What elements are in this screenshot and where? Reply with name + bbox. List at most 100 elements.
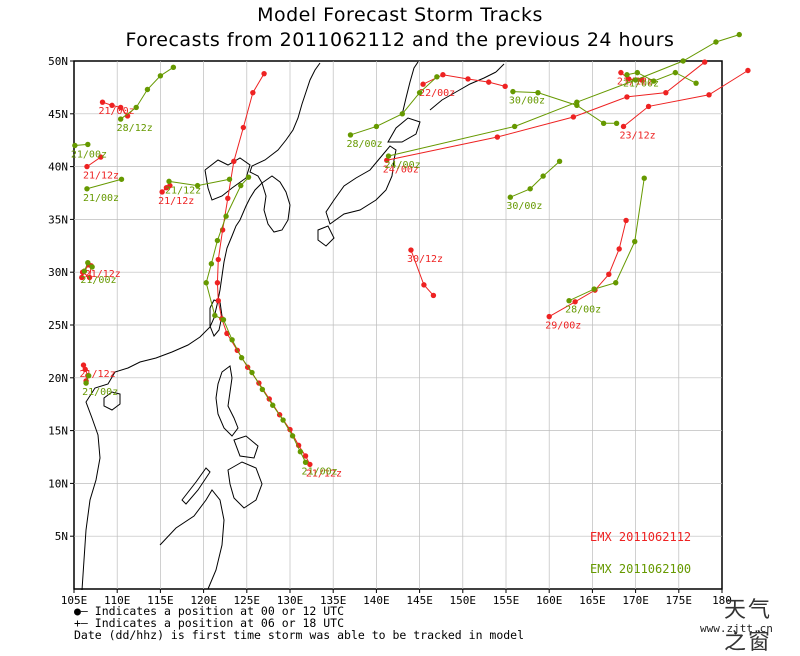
track-point bbox=[384, 157, 390, 163]
track-point bbox=[645, 103, 652, 110]
track-point bbox=[214, 280, 221, 286]
track-point bbox=[399, 111, 406, 117]
track-point bbox=[118, 176, 125, 182]
tick-label-lon: 150E bbox=[450, 594, 477, 607]
series-2: 21/00z30/00z28/00z28/00z24/00z30/00z21/0… bbox=[71, 31, 742, 477]
track-point bbox=[85, 259, 91, 266]
track-point bbox=[117, 104, 124, 111]
tick-label-lat: 20N bbox=[48, 372, 68, 385]
track-point bbox=[259, 386, 266, 393]
track-point bbox=[84, 186, 90, 192]
tick-label-lon: 145E bbox=[406, 594, 433, 607]
track-point bbox=[83, 380, 89, 386]
track-start-label: 21/00z bbox=[99, 106, 135, 117]
tick-label-lat: 40N bbox=[48, 161, 68, 174]
track-point bbox=[373, 123, 380, 130]
track-point bbox=[270, 402, 276, 408]
coastline-visayas bbox=[233, 435, 259, 459]
track-start-label: 30/00z bbox=[509, 96, 545, 107]
track-point bbox=[527, 186, 533, 192]
track-point bbox=[89, 264, 95, 270]
tick-label-lon: 180 bbox=[712, 594, 732, 607]
track-point bbox=[167, 182, 173, 189]
track-point bbox=[385, 153, 392, 159]
track-point bbox=[208, 261, 215, 267]
track-start-label: 30/12z bbox=[407, 254, 443, 265]
track-point bbox=[574, 102, 580, 109]
track-point bbox=[226, 176, 233, 182]
track-point bbox=[625, 76, 632, 82]
track-point bbox=[540, 173, 546, 179]
track-point bbox=[347, 132, 354, 138]
track-point bbox=[250, 89, 256, 96]
axis-ticks: 105E 110E 115E 120E 125E 130E 135E 140E 145E 150E… bbox=[48, 55, 732, 607]
track-point bbox=[212, 312, 218, 319]
track-point bbox=[680, 58, 686, 64]
track-point bbox=[546, 313, 552, 320]
tick-label-lat: 15N bbox=[48, 425, 68, 438]
track-start-label: 21/00z bbox=[302, 466, 338, 477]
track-point bbox=[632, 77, 639, 83]
tick-label-lon: 175E bbox=[666, 594, 693, 607]
track-point bbox=[302, 453, 309, 459]
tick-label-lon: 120E bbox=[190, 594, 217, 607]
track-point bbox=[624, 94, 630, 100]
chart-subtitle: Forecasts from 2011062112 and the previo… bbox=[125, 29, 675, 51]
track-point bbox=[616, 246, 622, 252]
track-point bbox=[663, 89, 669, 96]
track-point bbox=[157, 73, 164, 79]
track-point bbox=[144, 86, 151, 93]
tick-label-lat: 5N bbox=[55, 530, 68, 543]
track-start-label: 24/00z bbox=[383, 164, 419, 175]
track-point bbox=[606, 271, 612, 278]
track-line bbox=[102, 101, 128, 117]
track-point bbox=[225, 195, 231, 201]
track-point bbox=[620, 123, 627, 130]
track-point bbox=[736, 31, 742, 38]
coastlines bbox=[81, 61, 505, 591]
track-point bbox=[229, 337, 235, 343]
watermark-url: www.zjtt.cn bbox=[700, 622, 773, 635]
track-start-label: 21/12z bbox=[158, 196, 194, 207]
track-line bbox=[86, 178, 122, 190]
track-point bbox=[214, 237, 221, 244]
tick-label-lat: 25N bbox=[48, 319, 68, 332]
tick-label-lon: 140E bbox=[363, 594, 390, 607]
track-point bbox=[510, 88, 516, 95]
track-point bbox=[618, 69, 624, 76]
track-start-label: 28/12z bbox=[117, 123, 153, 134]
track-point bbox=[641, 175, 647, 181]
track-point bbox=[231, 158, 237, 165]
track-point bbox=[434, 74, 440, 80]
track-point bbox=[159, 189, 165, 195]
track-point bbox=[613, 280, 619, 286]
track-line bbox=[548, 220, 627, 317]
track-point bbox=[238, 182, 244, 189]
track-point bbox=[511, 123, 518, 130]
track-point bbox=[672, 69, 679, 76]
tick-label-lon: 165E bbox=[579, 594, 606, 607]
watermark-logo: 天气之窗 www.zjtt.cn bbox=[700, 592, 795, 655]
track-point bbox=[170, 64, 177, 71]
track-start-label: 21/00z bbox=[623, 79, 659, 90]
track-point bbox=[86, 274, 93, 281]
coastline-hainan bbox=[103, 391, 121, 411]
track-start-label: 21/12z bbox=[83, 171, 119, 182]
track-point bbox=[613, 120, 620, 127]
track-point bbox=[535, 89, 541, 96]
storm-tracks: 21/12z 30/12z 29/00z 24/00z 23/12z 22/00z 21/1… bbox=[71, 31, 751, 479]
track-point bbox=[624, 72, 630, 78]
track-start-label: 21/12z bbox=[165, 185, 201, 196]
tick-label-lon: 105E bbox=[61, 594, 88, 607]
track-point bbox=[79, 274, 85, 281]
track-point bbox=[215, 298, 221, 304]
track-point bbox=[72, 142, 78, 149]
track-start-label: 23/12z bbox=[620, 130, 656, 141]
track-line bbox=[216, 73, 311, 465]
track-point bbox=[109, 102, 115, 109]
track-point bbox=[420, 81, 426, 87]
grid-lines bbox=[74, 61, 722, 589]
coastline-honshu bbox=[325, 145, 397, 225]
tick-label-lat: 35N bbox=[48, 213, 68, 226]
